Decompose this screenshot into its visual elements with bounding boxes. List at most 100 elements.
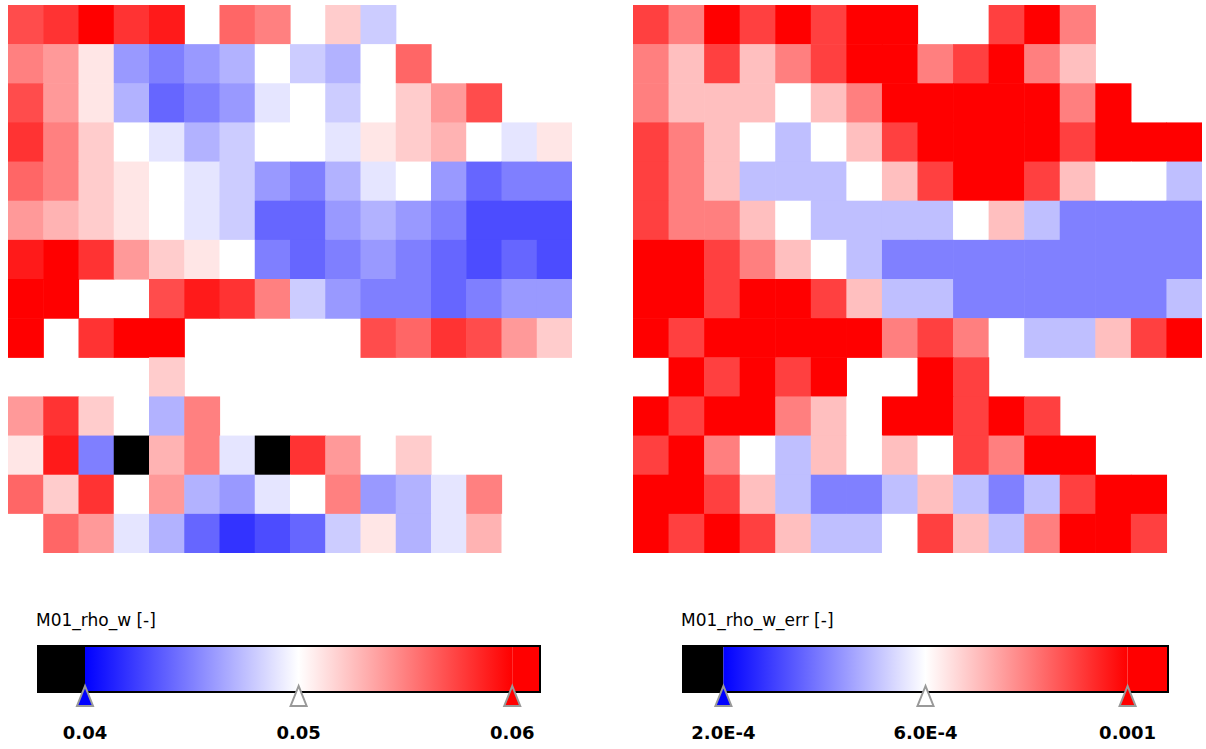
cell: [361, 162, 397, 202]
cell: [740, 5, 776, 45]
cell: [502, 279, 538, 319]
cell: [1024, 436, 1060, 476]
cell: [466, 279, 502, 319]
colorbar-tick: [918, 686, 934, 706]
cell: [466, 201, 502, 241]
cell: [989, 475, 1025, 515]
cell: [1024, 122, 1060, 162]
cell: [918, 162, 954, 202]
cell: [43, 436, 79, 476]
cell: [184, 436, 220, 476]
cell: [290, 475, 326, 515]
cell: [740, 44, 776, 84]
cell: [8, 318, 44, 358]
cell: [953, 279, 989, 319]
cell: [669, 396, 705, 436]
cell: [502, 240, 538, 280]
cell: [1024, 5, 1060, 45]
cell: [184, 122, 220, 162]
cell: [633, 279, 669, 319]
cell: [396, 475, 432, 515]
figure: M01_rho_w [-]0.040.050.06M01_rho_w_err […: [0, 0, 1206, 749]
cell: [361, 279, 397, 319]
cell: [953, 436, 989, 476]
cell: [79, 514, 115, 553]
cell: [220, 240, 256, 280]
cell: [1024, 514, 1060, 553]
cell: [1095, 475, 1131, 515]
cell: [149, 122, 185, 162]
cell: [466, 83, 502, 123]
colorbar-tick-label: 0.05: [276, 722, 320, 743]
cell: [846, 514, 882, 553]
cell: [114, 436, 150, 476]
cell: [184, 201, 220, 241]
cell: [1131, 162, 1167, 202]
cell: [811, 44, 847, 84]
cells: [633, 5, 1202, 553]
cell: [114, 475, 150, 515]
cell: [114, 240, 150, 280]
cell: [149, 357, 185, 397]
cell: [846, 162, 882, 202]
cell: [953, 475, 989, 515]
cell: [79, 201, 115, 241]
cell: [669, 240, 705, 280]
cell: [811, 83, 847, 123]
cell: [1060, 514, 1096, 553]
cell: [669, 83, 705, 123]
cell: [361, 5, 397, 45]
cell: [43, 396, 79, 436]
cell: [704, 514, 740, 553]
cell: [704, 357, 740, 397]
cell: [1131, 514, 1167, 553]
cell: [1024, 396, 1060, 436]
cell: [882, 201, 918, 241]
cell: [740, 396, 776, 436]
cell: [811, 240, 847, 280]
cell: [633, 318, 669, 358]
cell: [79, 122, 115, 162]
cell: [290, 122, 326, 162]
cell: [1131, 318, 1167, 358]
cell: [466, 514, 502, 553]
cell: [396, 240, 432, 280]
cell: [811, 279, 847, 319]
cell: [1166, 162, 1202, 202]
cell: [220, 436, 256, 476]
cell: [184, 396, 220, 436]
cell: [669, 162, 705, 202]
cell: [775, 514, 811, 553]
cell: [431, 201, 467, 241]
cell: [882, 436, 918, 476]
cell: [1024, 83, 1060, 123]
colorbar-frame: [38, 646, 540, 692]
cell: [149, 201, 185, 241]
colorbar-tick-label: 0.06: [490, 722, 534, 743]
cell: [669, 201, 705, 241]
cell: [8, 201, 44, 241]
cell: [114, 396, 150, 436]
cell: [918, 436, 954, 476]
colorbar-tick-label: 2.0E-4: [691, 722, 755, 743]
cell: [633, 44, 669, 84]
cell: [846, 279, 882, 319]
cell: [8, 83, 44, 123]
cell: [79, 396, 115, 436]
cell: [882, 162, 918, 202]
cell: [882, 122, 918, 162]
cell: [740, 475, 776, 515]
cell: [989, 83, 1025, 123]
cell: [989, 240, 1025, 280]
cell: [1024, 162, 1060, 202]
cell: [43, 83, 79, 123]
cell: [882, 83, 918, 123]
cell: [466, 122, 502, 162]
cell: [255, 44, 291, 84]
cell: [220, 122, 256, 162]
colorbar-over: [512, 646, 540, 692]
cell: [361, 201, 397, 241]
cell: [953, 396, 989, 436]
cell: [669, 436, 705, 476]
cell: [811, 396, 847, 436]
